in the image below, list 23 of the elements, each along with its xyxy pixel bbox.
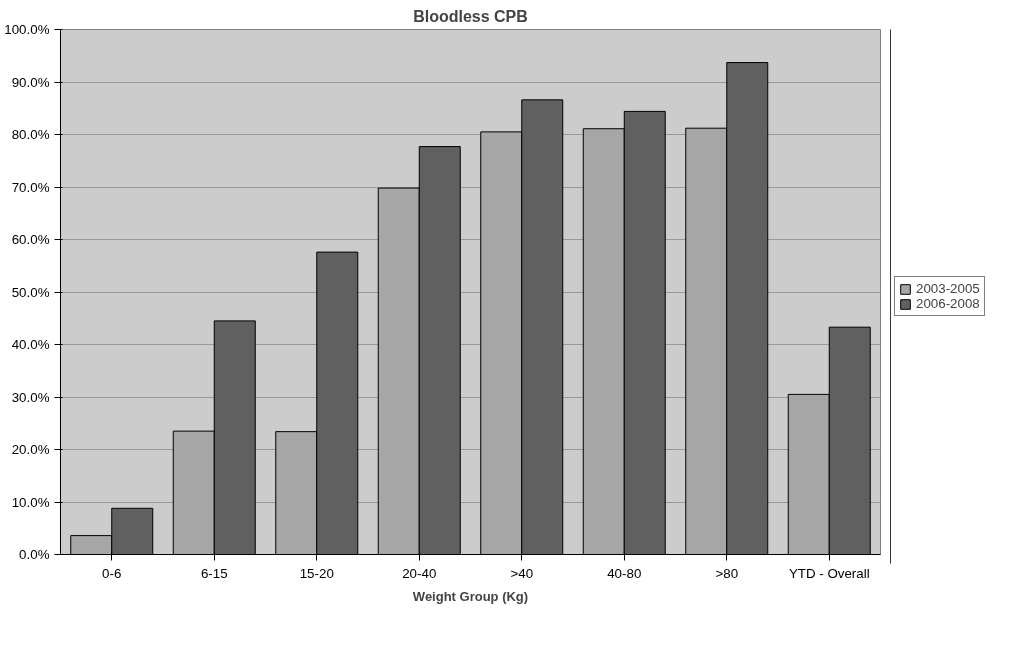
x-tick-label: YTD - Overall [788, 565, 870, 581]
y-tick-label: 90.0% [11, 74, 50, 90]
y-tick-label: 60.0% [11, 232, 50, 247]
y-tick-label: 100.0% [4, 22, 50, 37]
x-tick-label: 6-15 [200, 565, 228, 581]
legend-label: 2006-2008 [916, 296, 980, 311]
legend-label: 2003-2005 [916, 281, 980, 296]
x-tick-label: >40 [510, 565, 534, 581]
x-tick-label: 40-80 [607, 565, 642, 581]
y-tick-label: 10.0% [11, 494, 50, 510]
y-tick-label: 80.0% [11, 127, 50, 142]
chart-title: Bloodless CPB [413, 7, 528, 25]
y-tick-label: 40.0% [11, 337, 50, 352]
y-tick-label: 50.0% [11, 284, 50, 300]
x-tick-label: 20-40 [402, 565, 437, 581]
x-tick-label: 0-6 [102, 565, 122, 581]
y-tick-label: 70.0% [11, 179, 50, 195]
y-tick-label: 20.0% [11, 442, 50, 457]
y-tick-label: 30.0% [11, 389, 50, 405]
y-tick-label: 0.0% [19, 547, 50, 562]
x-tick-label: 15-20 [299, 565, 334, 581]
x-axis-title: Weight Group (Kg) [412, 588, 529, 604]
x-tick-label: >80 [715, 565, 739, 581]
